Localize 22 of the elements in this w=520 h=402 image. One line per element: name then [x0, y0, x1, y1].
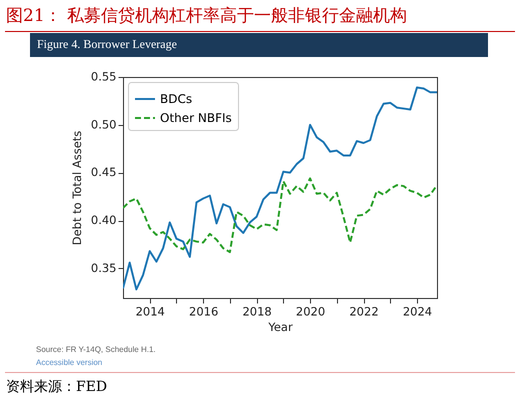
text: Accessible version	[36, 358, 102, 367]
text: 资料来源：FED	[6, 378, 108, 396]
chart-subtitle: Figure 4. Borrower Leverage	[37, 37, 177, 52]
x-axis-title: Year	[267, 320, 293, 334]
source-note: Source: FR Y-14Q, Schedule H.1.	[36, 345, 156, 354]
y-tick-label: 0.35	[90, 260, 116, 275]
legend-label: BDCs	[160, 92, 192, 106]
legend-label: Other NBFIs	[160, 111, 232, 125]
y-axis-title: Debt to Total Assets	[70, 130, 84, 246]
x-tick-label: 2020	[296, 304, 326, 318]
x-tick-label: 2024	[402, 304, 432, 318]
x-tick-label: 2016	[189, 304, 218, 318]
y-tick-label: 0.45	[90, 165, 116, 180]
x-tick-label: 2014	[136, 304, 165, 318]
line-series	[123, 177, 437, 254]
line-series	[123, 86, 437, 290]
y-tick-label: 0.40	[90, 213, 116, 228]
x-tick-label: 2022	[349, 304, 379, 318]
y-tick-label: 0.50	[90, 117, 116, 132]
x-tick-label: 2018	[242, 304, 272, 318]
y-tick-label: 0.55	[90, 70, 116, 84]
chart-title: 图21： 私募信贷机构杠杆率高于一般非银行金融机构	[6, 5, 408, 27]
